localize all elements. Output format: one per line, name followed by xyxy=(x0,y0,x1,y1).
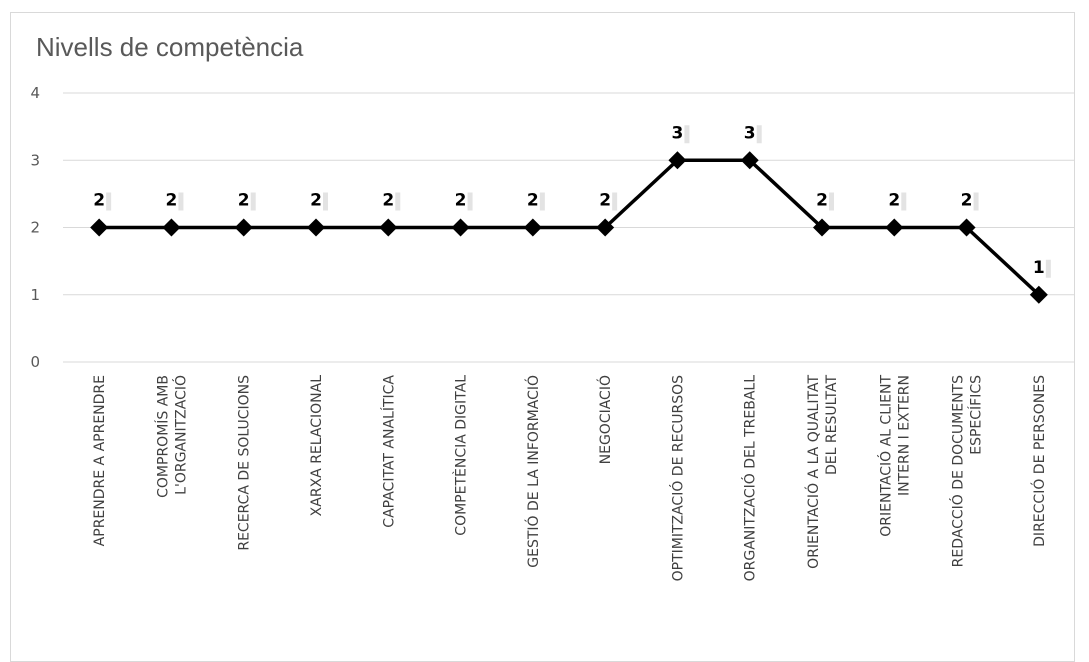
data-label: 2 xyxy=(93,191,105,211)
y-tick-label: 0 xyxy=(30,353,40,371)
data-label: 2 xyxy=(816,191,828,211)
data-label-shadow xyxy=(178,192,184,211)
chart-frame xyxy=(10,12,1075,662)
data-label: 2 xyxy=(888,191,900,211)
category-label: ESPECÍFICS xyxy=(968,375,985,455)
data-label-shadow xyxy=(612,192,618,211)
data-point-marker xyxy=(740,151,759,170)
category-label: RECERCA DE SOLUCIONS xyxy=(237,375,253,551)
data-point-marker xyxy=(1029,285,1048,304)
y-tick-label: 2 xyxy=(30,219,40,237)
data-label: 1 xyxy=(1033,258,1045,278)
series-line xyxy=(99,158,1041,297)
category-label: APRENDRE A APRENDRE xyxy=(92,375,108,546)
y-tick-label: 4 xyxy=(30,84,40,102)
data-label-shadow xyxy=(684,125,690,144)
data-point-marker xyxy=(523,218,542,237)
category-label: COMPETÈNCIA DIGITAL xyxy=(453,375,470,536)
category-label: ORIENTACIÓ AL CLIENT xyxy=(876,375,894,537)
category-label: COMPROMÍS AMB xyxy=(154,375,171,498)
category-label: ORGANITZACIÓ DEL TREBALL xyxy=(741,375,759,582)
data-label: 2 xyxy=(455,191,467,211)
category-label: DIRECCIÓ DE PERSONES xyxy=(1030,375,1048,547)
y-axis-ticks: 0 1 2 3 4 xyxy=(30,84,40,371)
data-label-shadow xyxy=(901,192,907,211)
category-label: XARXA RELACIONAL xyxy=(309,375,325,517)
data-label-shadow xyxy=(539,192,545,211)
y-tick-label: 1 xyxy=(30,286,40,304)
category-label: INTERN I EXTERN xyxy=(896,375,912,496)
category-label: ORIENTACIÓ A LA QUALITAT xyxy=(804,375,822,569)
y-tick-label: 3 xyxy=(30,151,40,169)
data-label-shadow xyxy=(395,192,401,211)
data-point-marker xyxy=(596,218,615,237)
category-label: L'ORGANITZACIÓ xyxy=(171,375,189,495)
series-polyline xyxy=(99,158,1041,297)
chart-title: Nivells de competència xyxy=(36,32,304,62)
category-label: CAPACITAT ANALÍTICA xyxy=(380,375,397,528)
data-labels: 2 2 2 2 2 2 2 2 3 3 2 2 2 1 xyxy=(93,123,1051,278)
data-label: 2 xyxy=(166,191,178,211)
data-point-marker xyxy=(162,218,181,237)
data-label-shadow xyxy=(756,125,762,144)
data-label-shadow xyxy=(973,192,979,211)
data-label: 2 xyxy=(961,191,973,211)
data-point-marker xyxy=(451,218,470,237)
data-point-marker xyxy=(379,218,398,237)
data-point-marker xyxy=(90,218,109,237)
data-point-marker xyxy=(885,218,904,237)
category-label: OPTIMITZACIÓ DE RECURSOS xyxy=(668,375,686,582)
category-labels: APRENDRE A APRENDRE COMPROMÍS AMB L'ORGANI… xyxy=(92,375,1048,582)
data-label: 2 xyxy=(599,191,611,211)
category-label: REDACCIÓ DE DOCUMENTS xyxy=(949,375,967,567)
data-label-shadow xyxy=(467,192,473,211)
data-point-marker xyxy=(813,218,831,237)
data-label: 2 xyxy=(527,191,539,211)
data-label-shadow xyxy=(250,192,256,211)
data-label-shadow xyxy=(106,192,112,211)
data-label: 3 xyxy=(672,123,684,143)
data-point-marker xyxy=(957,218,976,237)
data-point-marker xyxy=(668,151,687,170)
data-label-shadow xyxy=(829,192,834,211)
category-label: DEL RESULTAT xyxy=(824,375,840,475)
data-point-marker xyxy=(307,218,325,237)
data-label: 2 xyxy=(238,191,250,211)
data-label-shadow xyxy=(323,192,328,211)
data-point-marker xyxy=(234,218,253,237)
category-label: GESTIÓ DE LA INFORMACIÓ xyxy=(524,375,542,568)
data-label: 2 xyxy=(310,191,322,211)
data-label: 3 xyxy=(744,123,756,143)
series-markers xyxy=(90,151,1048,304)
data-label: 2 xyxy=(382,191,394,211)
category-label: NEGOCIACIÓ xyxy=(596,375,614,464)
data-label-shadow xyxy=(1045,259,1051,278)
